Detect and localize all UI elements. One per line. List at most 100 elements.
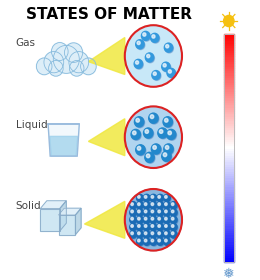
Circle shape (158, 195, 160, 198)
Circle shape (158, 239, 164, 246)
Circle shape (138, 210, 140, 213)
Circle shape (170, 202, 177, 209)
Circle shape (125, 25, 182, 87)
Circle shape (144, 239, 151, 246)
Circle shape (146, 153, 155, 163)
Bar (224, 102, 234, 104)
Circle shape (166, 129, 176, 139)
Circle shape (157, 216, 164, 223)
Circle shape (152, 71, 160, 80)
Circle shape (164, 223, 170, 231)
Text: ❅: ❅ (223, 267, 235, 280)
Bar (224, 175, 234, 177)
Circle shape (158, 225, 160, 227)
Bar (224, 241, 234, 244)
Circle shape (144, 202, 151, 210)
Circle shape (224, 15, 234, 27)
Circle shape (137, 217, 144, 224)
Bar (224, 93, 234, 95)
Polygon shape (40, 209, 60, 231)
Circle shape (171, 217, 178, 224)
Circle shape (137, 146, 141, 150)
Circle shape (159, 130, 163, 133)
Bar (224, 84, 234, 86)
Circle shape (137, 224, 144, 232)
Circle shape (150, 238, 157, 245)
Bar (224, 250, 234, 253)
Bar (224, 157, 234, 159)
Bar (224, 159, 234, 161)
Circle shape (138, 203, 140, 206)
Circle shape (138, 195, 140, 198)
Circle shape (171, 224, 178, 232)
Circle shape (167, 68, 175, 77)
Circle shape (164, 216, 170, 223)
Circle shape (131, 129, 140, 139)
Circle shape (44, 52, 64, 73)
Circle shape (144, 232, 151, 239)
Circle shape (158, 217, 160, 220)
Circle shape (158, 202, 164, 210)
Circle shape (158, 210, 164, 217)
Circle shape (157, 202, 164, 209)
Circle shape (141, 31, 150, 40)
Circle shape (64, 43, 83, 62)
Circle shape (158, 128, 167, 138)
Circle shape (151, 195, 154, 198)
Bar (224, 150, 234, 152)
Circle shape (168, 131, 171, 135)
Circle shape (158, 210, 160, 213)
Bar (224, 248, 234, 250)
Bar (224, 113, 234, 116)
Circle shape (165, 217, 167, 220)
Circle shape (144, 225, 147, 227)
Polygon shape (40, 201, 66, 209)
Circle shape (158, 203, 160, 206)
Circle shape (165, 146, 169, 149)
Circle shape (159, 129, 168, 139)
Bar (224, 171, 234, 173)
Circle shape (164, 195, 171, 202)
Bar (224, 155, 234, 157)
Circle shape (164, 209, 170, 216)
Circle shape (171, 203, 174, 206)
Circle shape (150, 202, 157, 209)
Circle shape (170, 216, 177, 223)
Circle shape (144, 203, 147, 206)
Circle shape (145, 53, 154, 62)
Bar (224, 36, 234, 38)
Bar (224, 75, 234, 77)
Bar (224, 57, 234, 59)
Circle shape (157, 223, 164, 231)
Circle shape (171, 210, 178, 217)
Circle shape (150, 114, 159, 124)
Circle shape (134, 59, 142, 68)
Bar (224, 141, 234, 143)
Circle shape (131, 202, 137, 210)
Bar (224, 184, 234, 186)
Circle shape (164, 202, 171, 210)
Circle shape (131, 217, 137, 224)
Bar (224, 61, 234, 63)
Circle shape (165, 44, 173, 53)
Bar (224, 107, 234, 109)
Bar (224, 52, 234, 54)
Circle shape (136, 223, 143, 231)
Circle shape (165, 203, 167, 206)
Circle shape (151, 33, 159, 42)
Polygon shape (58, 215, 75, 235)
Circle shape (171, 232, 174, 235)
Circle shape (163, 153, 167, 157)
Circle shape (153, 72, 156, 75)
Circle shape (136, 118, 139, 122)
Bar (224, 198, 234, 200)
Circle shape (164, 194, 170, 202)
Circle shape (171, 232, 178, 239)
Circle shape (144, 239, 147, 242)
Bar (224, 221, 234, 223)
Circle shape (130, 209, 137, 216)
Circle shape (131, 232, 137, 239)
Circle shape (134, 117, 144, 127)
Bar (224, 196, 234, 198)
Bar (224, 38, 234, 40)
